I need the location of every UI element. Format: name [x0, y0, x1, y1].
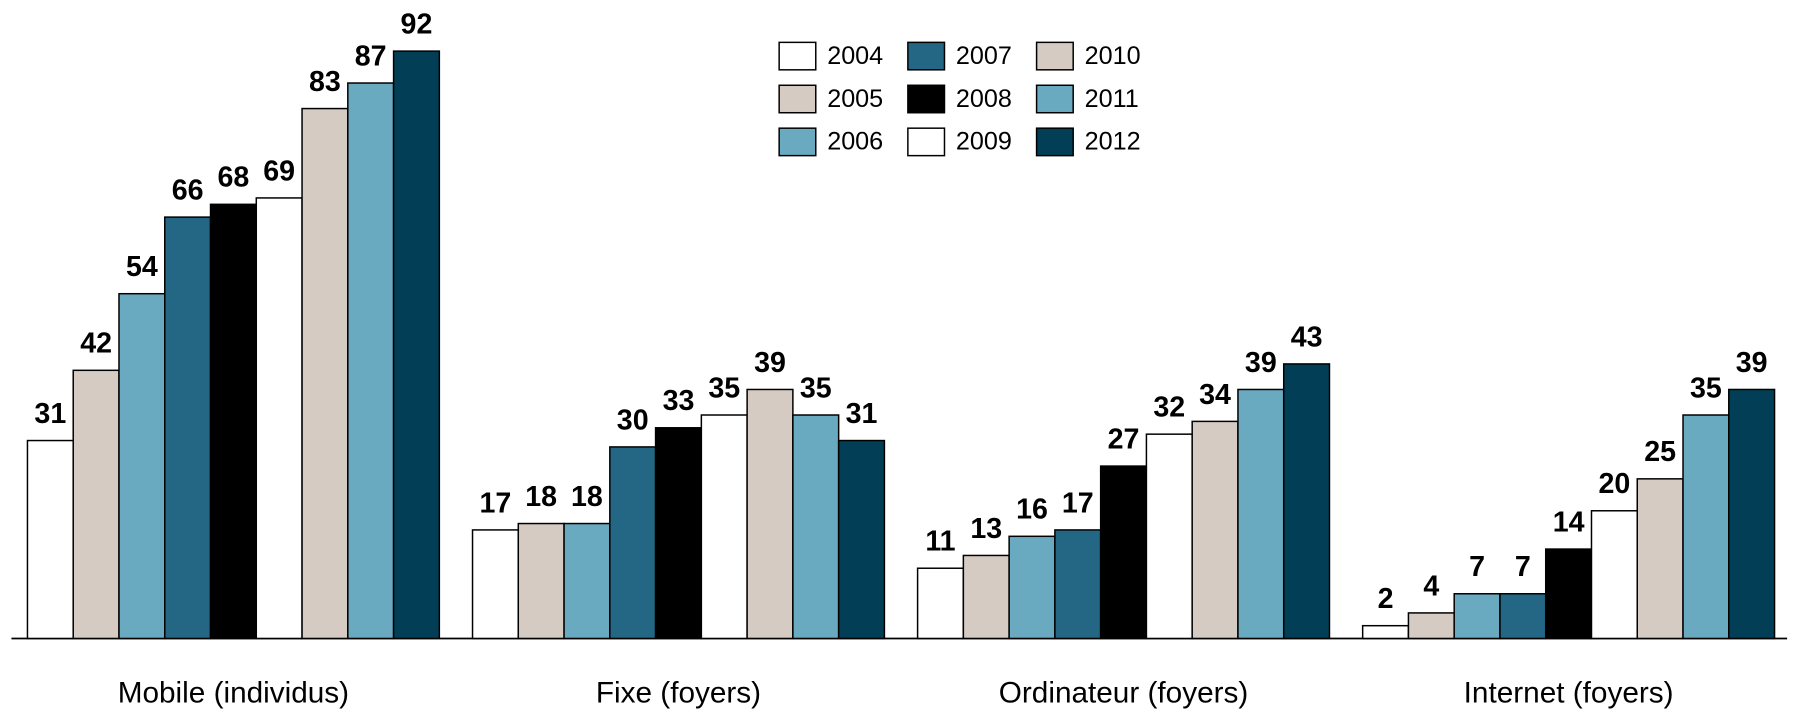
data-label: 92	[401, 8, 433, 40]
data-label: 7	[1469, 551, 1485, 583]
data-label: 11	[925, 526, 955, 558]
x-tick-label: Fixe (foyers)	[596, 676, 761, 709]
bar	[1237, 388, 1285, 640]
bar	[347, 82, 395, 640]
bar	[1054, 529, 1102, 640]
bar	[1191, 420, 1239, 640]
data-label: 2	[1378, 583, 1394, 615]
legend-label: 2007	[956, 42, 1012, 70]
data-label: 35	[708, 372, 740, 404]
bar	[792, 414, 840, 640]
bar	[1282, 363, 1331, 640]
legend-swatch	[778, 127, 817, 157]
x-tick-label: Mobile (individus)	[118, 676, 349, 709]
data-label: 39	[754, 347, 786, 379]
data-label: 42	[80, 328, 112, 360]
data-label: 33	[663, 385, 695, 417]
x-tick-label: Internet (foyers)	[1464, 676, 1674, 709]
bar	[1145, 433, 1193, 640]
bar	[1728, 388, 1776, 640]
data-label: 27	[1108, 423, 1140, 455]
bar	[1361, 624, 1410, 640]
x-tick-label: Ordinateur (foyers)	[999, 676, 1249, 709]
bar	[164, 216, 212, 640]
data-label: 32	[1153, 392, 1185, 424]
data-label: 39	[1736, 347, 1768, 379]
bar	[916, 567, 965, 640]
bar	[1407, 612, 1455, 640]
legend-swatch	[907, 127, 946, 157]
legend-swatch	[1035, 84, 1074, 114]
legend-label: 2006	[827, 128, 883, 156]
bar	[837, 439, 886, 640]
data-label: 7	[1515, 551, 1531, 583]
legend-swatch	[1035, 127, 1074, 157]
bar	[471, 529, 520, 640]
data-label: 35	[800, 372, 832, 404]
data-label: 4	[1423, 570, 1439, 602]
bar	[1544, 548, 1593, 640]
data-label: 68	[217, 162, 249, 194]
data-label: 18	[571, 481, 603, 513]
bar	[962, 554, 1010, 640]
data-label: 69	[263, 155, 295, 187]
bar	[654, 427, 703, 640]
bar	[1590, 510, 1638, 640]
bar	[609, 446, 657, 640]
legend-swatch	[907, 41, 946, 71]
data-label: 30	[617, 404, 649, 436]
data-label: 54	[126, 251, 158, 283]
data-label: 20	[1598, 468, 1630, 500]
data-label: 43	[1291, 321, 1323, 353]
bar	[1008, 535, 1056, 640]
data-label: 18	[525, 481, 557, 513]
bar	[1636, 478, 1684, 640]
legend-swatch	[907, 84, 946, 114]
data-label: 34	[1199, 379, 1231, 411]
bar	[209, 203, 258, 640]
bar	[26, 439, 74, 640]
bar	[118, 292, 166, 640]
data-label: 17	[480, 487, 512, 519]
data-label: 66	[172, 174, 204, 206]
data-label: 31	[34, 398, 66, 430]
data-label: 83	[309, 66, 341, 98]
legend-swatch	[778, 41, 817, 71]
bar	[1099, 465, 1148, 640]
legend-swatch	[778, 84, 817, 114]
data-label: 13	[970, 513, 1002, 545]
data-label: 16	[1016, 494, 1048, 526]
data-label: 14	[1553, 506, 1585, 538]
data-label: 17	[1062, 487, 1094, 519]
bar	[1682, 414, 1730, 640]
bar	[72, 369, 120, 640]
data-label: 39	[1245, 347, 1277, 379]
bar	[255, 197, 303, 640]
bar	[517, 522, 565, 640]
legend-label: 2011	[1085, 85, 1139, 113]
legend-label: 2009	[956, 128, 1012, 156]
bar	[301, 107, 349, 640]
bar	[563, 522, 611, 640]
data-label: 31	[846, 398, 878, 430]
data-label: 87	[355, 40, 387, 72]
legend-label: 2010	[1085, 42, 1141, 70]
data-label: 25	[1644, 436, 1676, 468]
bar	[1453, 593, 1501, 640]
bar	[392, 50, 441, 640]
legend-swatch	[1035, 41, 1074, 71]
bar	[700, 414, 748, 640]
legend-label: 2008	[956, 85, 1012, 113]
legend-label: 2004	[827, 42, 883, 70]
legend-label: 2012	[1085, 128, 1141, 156]
data-label: 35	[1690, 372, 1722, 404]
bar	[1499, 593, 1547, 640]
bar	[746, 388, 794, 640]
legend-label: 2005	[827, 85, 883, 113]
